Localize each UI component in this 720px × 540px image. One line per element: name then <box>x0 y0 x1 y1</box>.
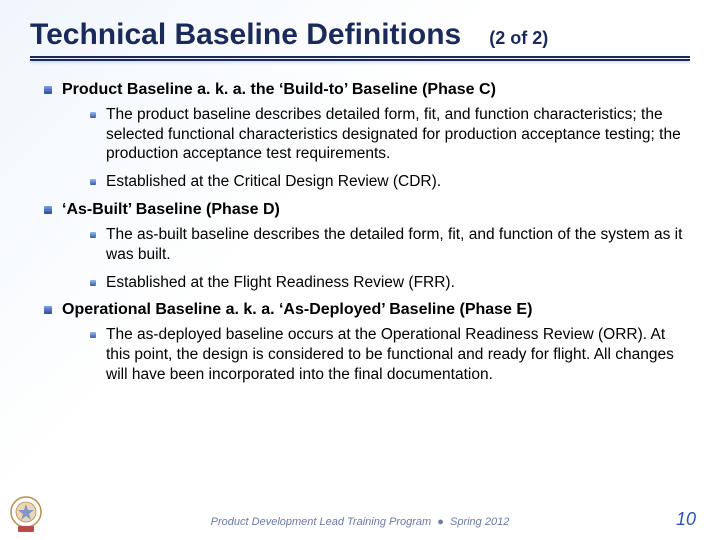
page-number: 10 <box>676 509 696 530</box>
list-item: Operational Baseline a. k. a. ‘As-Deploy… <box>44 300 686 384</box>
l2-text: Established at the Flight Readiness Revi… <box>106 273 686 293</box>
org-logo <box>6 494 46 534</box>
list-item: The as-built baseline describes the deta… <box>90 225 686 265</box>
l1-text: Operational Baseline a. k. a. ‘As-Deploy… <box>62 300 686 321</box>
footer: Product Development Lead Training Progra… <box>0 516 720 528</box>
list-item: Product Baseline a. k. a. the ‘Build-to’… <box>44 80 686 192</box>
seal-icon <box>6 494 46 534</box>
list-item: Established at the Flight Readiness Revi… <box>90 273 686 293</box>
bullet-list-level2: The as-deployed baseline occurs at the O… <box>90 325 686 384</box>
footer-program: Product Development Lead Training Progra… <box>211 516 432 528</box>
l2-text: The as-built baseline describes the deta… <box>106 225 686 265</box>
l1-text: ‘As-Built’ Baseline (Phase D) <box>62 200 686 221</box>
list-item: Established at the Critical Design Revie… <box>90 172 686 192</box>
slide: Technical Baseline Definitions (2 of 2) … <box>0 0 720 540</box>
bullet-list-level1: Product Baseline a. k. a. the ‘Build-to’… <box>44 80 686 385</box>
list-item: The product baseline describes detailed … <box>90 105 686 164</box>
slide-title: Technical Baseline Definitions <box>30 18 461 52</box>
l1-text: Product Baseline a. k. a. the ‘Build-to’… <box>62 80 686 101</box>
title-row: Technical Baseline Definitions (2 of 2) <box>30 18 690 52</box>
list-item: ‘As-Built’ Baseline (Phase D) The as-bui… <box>44 200 686 292</box>
list-item: The as-deployed baseline occurs at the O… <box>90 325 686 384</box>
l2-text: The product baseline describes detailed … <box>106 105 686 164</box>
page-indicator: (2 of 2) <box>489 28 548 49</box>
bullet-list-level2: The as-built baseline describes the deta… <box>90 225 686 292</box>
content-area: Product Baseline a. k. a. the ‘Build-to’… <box>30 80 690 385</box>
title-underline <box>30 56 690 58</box>
footer-term: Spring 2012 <box>450 516 509 528</box>
footer-separator: ● <box>437 516 444 528</box>
l2-text: The as-deployed baseline occurs at the O… <box>106 325 686 384</box>
bullet-list-level2: The product baseline describes detailed … <box>90 105 686 192</box>
l2-text: Established at the Critical Design Revie… <box>106 172 686 192</box>
